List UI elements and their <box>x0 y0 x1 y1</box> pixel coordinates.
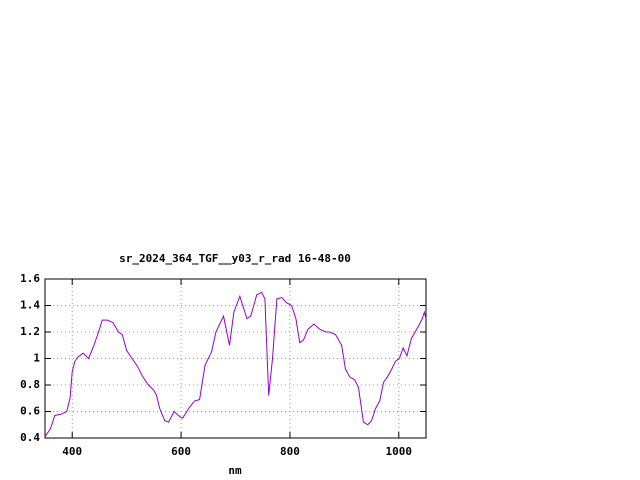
y-tick-label: 0.8 <box>20 378 40 391</box>
data-line <box>44 291 427 437</box>
x-tick-label: 400 <box>62 445 82 458</box>
x-tick-label: 800 <box>280 445 300 458</box>
chart-title: sr_2024_364_TGF__y03_r_rad 16-48-00 <box>119 252 351 265</box>
x-tick-label: 1000 <box>386 445 413 458</box>
y-tick-label: 1.4 <box>20 299 40 312</box>
x-tick-label: 600 <box>171 445 191 458</box>
y-tick-label: 0.6 <box>20 405 40 418</box>
y-tick-label: 1.2 <box>20 325 40 338</box>
y-tick-label: 1.6 <box>20 272 40 285</box>
y-tick-label: 0.4 <box>20 431 40 444</box>
plot-frame <box>44 278 427 439</box>
y-tick-label: 1 <box>33 352 40 365</box>
x-axis-label: nm <box>228 464 242 477</box>
